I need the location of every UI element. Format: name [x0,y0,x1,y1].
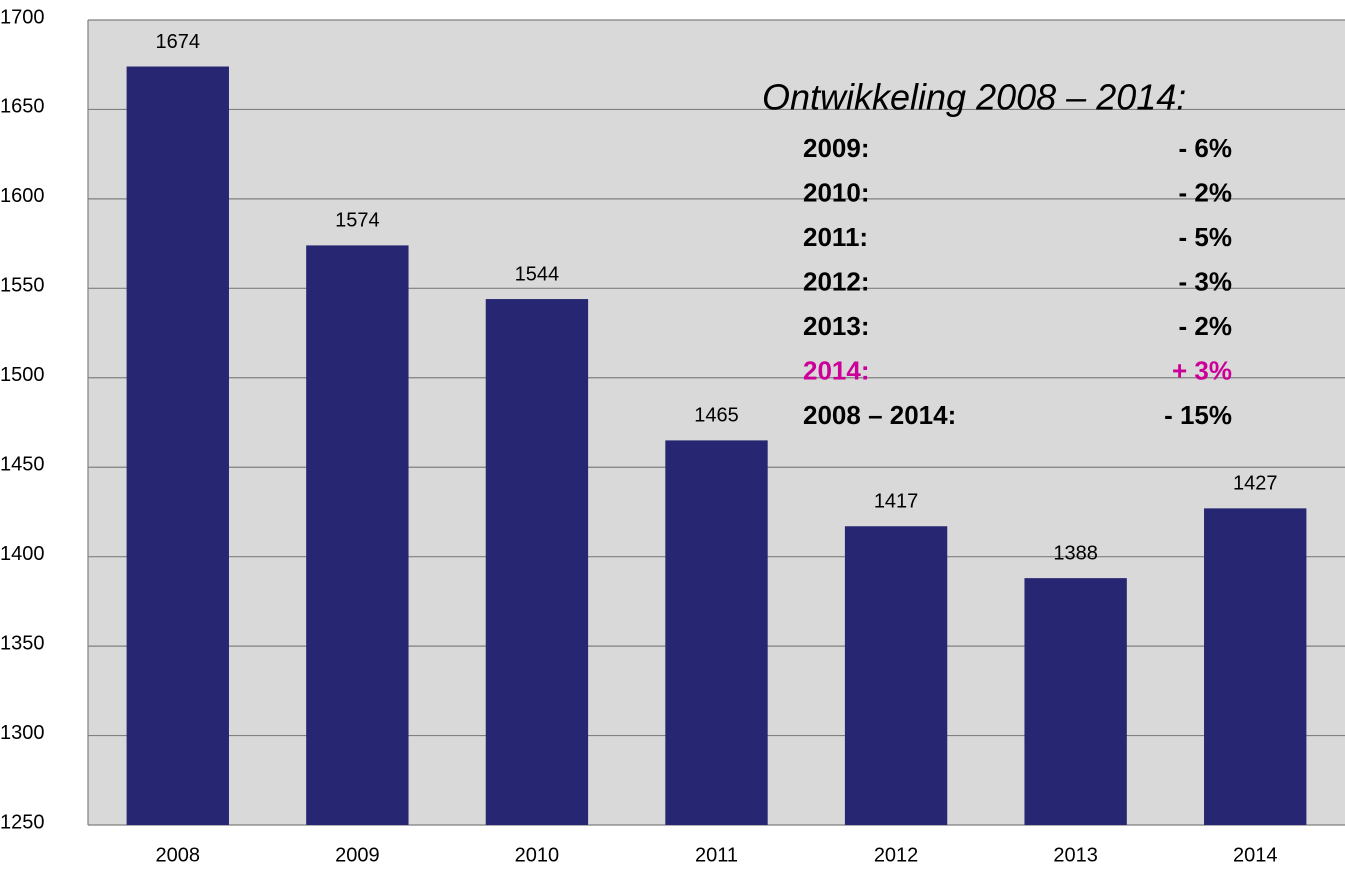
y-tick-label: 1450 [0,454,45,476]
annotation-title: Ontwikkeling 2008 – 2014: [762,77,1186,118]
y-tick-label: 1300 [0,722,45,744]
bar [665,440,768,825]
y-tick-label: 1650 [0,96,45,118]
annotation-value: - 15% [1164,400,1232,430]
annotation-value: - 6% [1179,133,1232,163]
x-tick-label: 2012 [874,844,919,866]
annotation-label: 2014: [803,355,870,385]
x-tick-label: 2014 [1233,844,1278,866]
bar [485,299,589,826]
annotation-value: - 2% [1179,177,1232,207]
annotation-label: 2011: [803,222,868,252]
data-label: 1574 [335,210,380,232]
x-tick-label: 2008 [156,844,201,866]
y-tick-label: 1700 [0,6,45,28]
annotation-label: 2008 – 2014: [803,400,956,430]
annotation-value: + 3% [1172,355,1232,385]
y-tick-label: 1500 [0,364,45,386]
y-tick-label: 1550 [0,275,45,297]
data-label: 1674 [156,31,201,53]
x-tick-label: 2011 [695,844,738,866]
x-tick-label: 2010 [515,844,560,866]
annotation-value: - 2% [1179,311,1232,341]
y-tick-label: 1400 [0,543,45,565]
annotation-value: - 5% [1179,222,1232,252]
data-label: 1544 [515,263,560,285]
bar [844,526,948,825]
data-label: 1417 [874,491,919,513]
x-tick-label: 2009 [335,844,380,866]
annotation-label: 2012: [803,266,870,296]
y-tick-label: 1250 [0,811,45,833]
bar [306,245,409,825]
y-tick-label: 1600 [0,185,45,207]
bar [1024,578,1127,825]
data-label: 1388 [1053,542,1098,564]
y-tick-label: 1350 [0,632,45,654]
annotation-label: 2010: [803,177,870,207]
annotation-value: - 3% [1179,266,1232,296]
annotation-label: 2013: [803,311,870,341]
bar [1204,508,1307,825]
data-label: 1465 [694,405,739,427]
data-label: 1427 [1233,473,1278,495]
bar [126,66,229,825]
x-tick-label: 2013 [1053,844,1098,866]
annotation-label: 2009: [803,133,870,163]
